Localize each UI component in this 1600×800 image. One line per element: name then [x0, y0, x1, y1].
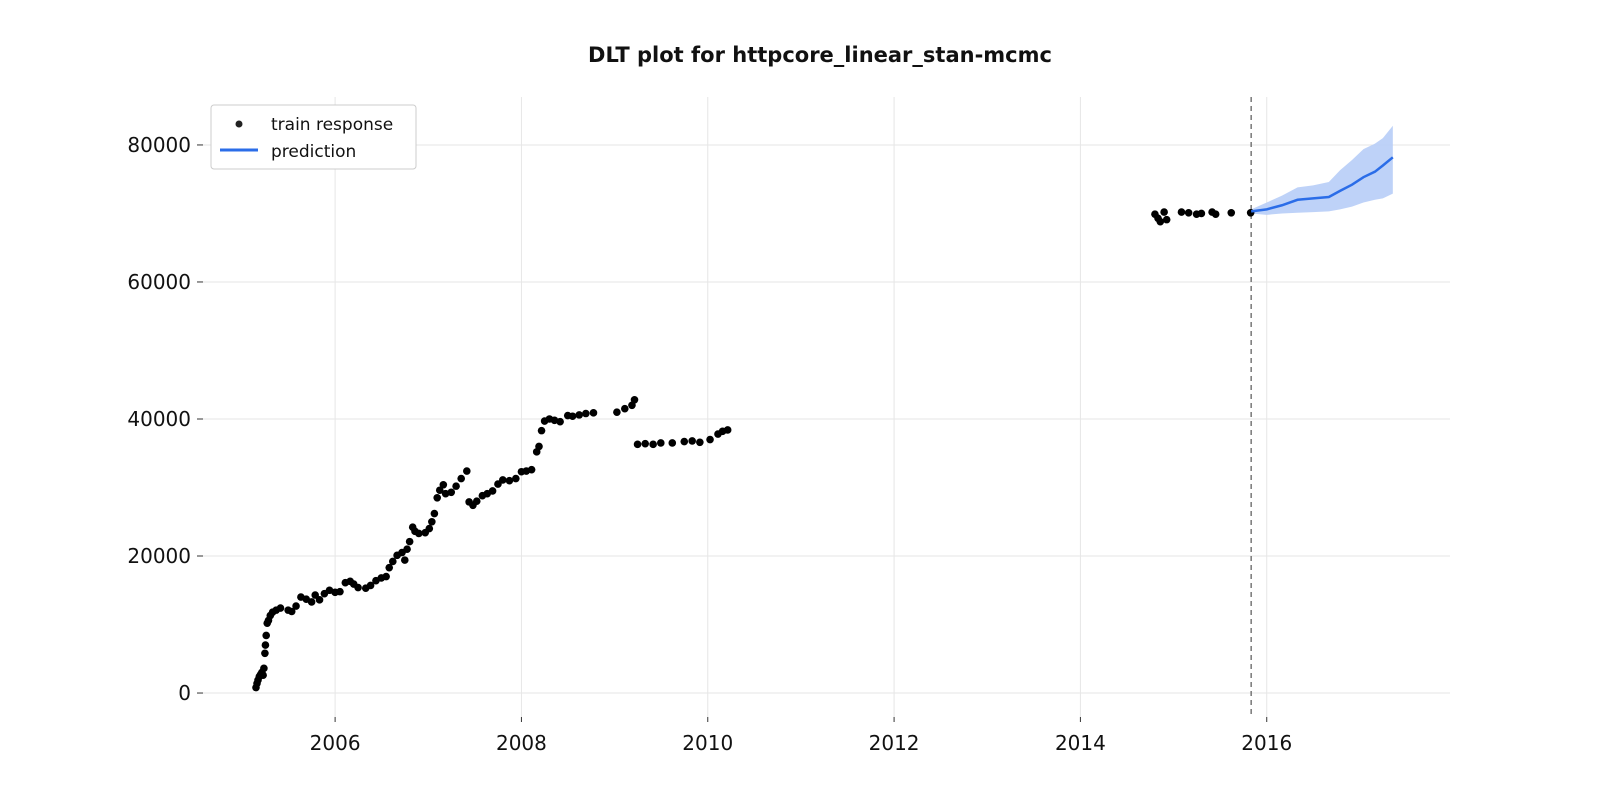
train-point [696, 438, 704, 447]
y-tick-label: 20000 [127, 544, 191, 568]
train-point [439, 480, 448, 489]
train-point [447, 488, 456, 497]
train-point [260, 664, 268, 673]
train-point [688, 437, 696, 445]
train-point [535, 442, 543, 451]
train-point [430, 509, 439, 518]
train-point [435, 486, 444, 495]
train-points-layer [252, 208, 1255, 692]
train-point [568, 412, 577, 421]
train-point [582, 409, 590, 418]
train-point [499, 476, 507, 484]
train-point [668, 439, 677, 447]
train-point [405, 537, 414, 546]
train-point [259, 671, 267, 680]
train-point [336, 587, 344, 596]
train-point [433, 493, 442, 502]
x-tick-label: 2010 [682, 731, 733, 755]
train-point [621, 404, 629, 413]
train-point [680, 437, 689, 446]
train-point [262, 631, 270, 640]
train-point [649, 440, 657, 449]
train-point [556, 417, 564, 426]
legend-box [210, 104, 417, 170]
train-point [403, 545, 411, 553]
train-point [589, 409, 598, 417]
axes: 2006 2008 2010 2012 2014 2016 0 20000 40000 60000… [127, 133, 1292, 755]
train-point [315, 596, 324, 604]
train-point [425, 524, 434, 533]
x-tick-label: 2012 [869, 731, 920, 755]
prediction-band-layer [1251, 125, 1393, 215]
x-tick-label: 2008 [496, 731, 547, 755]
train-point [1160, 208, 1168, 216]
y-tick-label: 60000 [127, 270, 191, 294]
y-tick-label: 40000 [127, 407, 191, 431]
train-point [261, 641, 270, 649]
train-point [488, 487, 497, 495]
train-point [287, 607, 296, 616]
y-tick-label: 0 [178, 681, 191, 705]
train-point [388, 557, 397, 566]
train-point [633, 440, 642, 449]
train-point [641, 439, 650, 448]
legend-marker-train [235, 120, 243, 128]
train-point [1156, 217, 1165, 226]
prediction-interval-band [1251, 125, 1393, 215]
train-point [457, 474, 465, 483]
train-point [366, 581, 375, 590]
train-point [292, 602, 300, 610]
y-tick-label: 80000 [127, 133, 191, 157]
legend: train response prediction [210, 104, 417, 170]
train-point [400, 556, 409, 564]
train-point [415, 529, 423, 538]
train-point [613, 408, 621, 416]
train-point [505, 476, 514, 485]
grid [203, 97, 1450, 717]
prediction-line-layer [1251, 156, 1394, 213]
train-point [463, 467, 471, 475]
legend-label-prediction: prediction [271, 142, 356, 162]
train-point [527, 465, 536, 474]
train-point [382, 572, 390, 581]
x-tick-label: 2014 [1055, 731, 1106, 755]
train-point [1162, 215, 1171, 224]
train-point [385, 563, 394, 572]
train-point [512, 474, 520, 483]
x-tick-label: 2016 [1241, 731, 1292, 755]
train-point [656, 439, 665, 447]
train-point [307, 598, 316, 606]
train-point [261, 649, 269, 658]
train-point [1177, 208, 1186, 216]
train-point [575, 411, 584, 419]
prediction-line [1251, 156, 1394, 213]
train-point [276, 604, 285, 612]
train-point [452, 482, 460, 490]
train-point [428, 517, 436, 526]
legend-label-train: train response [271, 115, 393, 135]
train-point [1211, 210, 1220, 218]
train-point [706, 435, 714, 444]
train-point [1227, 208, 1236, 217]
train-point [1197, 209, 1206, 218]
x-tick-label: 2006 [310, 731, 361, 755]
train-point [472, 497, 481, 505]
train-point [723, 426, 732, 434]
train-point [630, 396, 639, 404]
train-point [1184, 208, 1193, 217]
chart-title: DLT plot for httpcore_linear_stan-mcmc [588, 43, 1052, 67]
train-point [537, 426, 546, 435]
train-point [354, 583, 362, 592]
